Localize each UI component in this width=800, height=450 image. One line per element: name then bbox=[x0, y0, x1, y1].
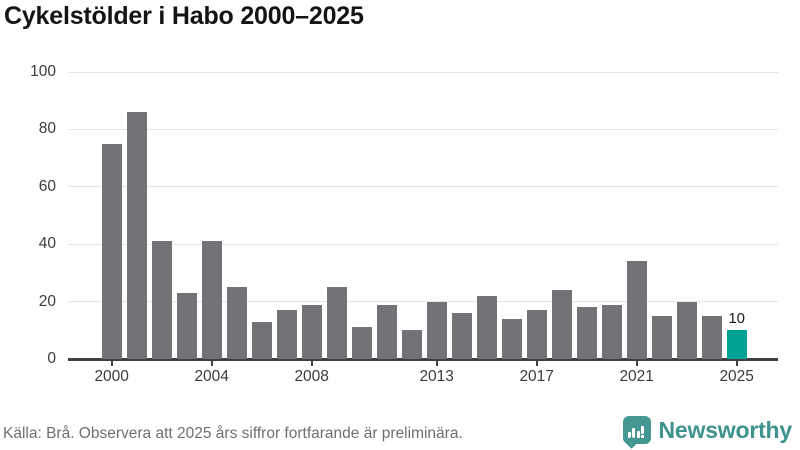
bar-2017 bbox=[526, 310, 547, 359]
x-tick-2008 bbox=[310, 361, 313, 366]
bar-chart-plot-area: 10 2000 2004 2008 2013 2017 2021 2025 bbox=[68, 71, 778, 385]
bar-2002 bbox=[151, 241, 172, 359]
x-tick-label-2008: 2008 bbox=[294, 368, 329, 385]
bar-2001 bbox=[126, 112, 147, 359]
bar-2019 bbox=[576, 307, 597, 359]
gridline-80 bbox=[68, 128, 778, 130]
gridline-100 bbox=[68, 71, 778, 73]
source-note: Källa: Brå. Observera att 2025 års siffr… bbox=[3, 425, 463, 442]
bar-2004 bbox=[201, 241, 222, 359]
bar-2005 bbox=[226, 287, 247, 359]
chart-title: Cykelstölder i Habo 2000–2025 bbox=[4, 2, 364, 30]
newsworthy-chart-bubble-icon bbox=[622, 416, 651, 444]
x-tick-label-2025: 2025 bbox=[719, 368, 754, 385]
x-tick-label-2017: 2017 bbox=[519, 368, 554, 385]
bar-2021 bbox=[626, 261, 647, 359]
bar-2018 bbox=[551, 290, 572, 359]
y-tick-label-100: 100 bbox=[30, 63, 56, 80]
bar-2006 bbox=[251, 321, 272, 359]
y-tick-label-60: 60 bbox=[38, 177, 56, 195]
x-axis-line bbox=[68, 358, 778, 361]
y-tick-label-40: 40 bbox=[38, 235, 56, 253]
highlight-value-label: 10 bbox=[728, 310, 746, 328]
bar-chart-glyph-icon bbox=[627, 425, 645, 438]
bar-2008 bbox=[301, 304, 322, 359]
gridline-60 bbox=[68, 186, 778, 188]
gridline-20 bbox=[68, 301, 778, 303]
bar-2022 bbox=[651, 315, 672, 359]
x-tick-2004 bbox=[210, 361, 213, 366]
bar-2020 bbox=[601, 304, 622, 359]
brand-name: Newsworthy bbox=[658, 416, 793, 443]
y-axis-labels: 0 20 40 60 80 100 bbox=[0, 63, 56, 367]
bar-2007 bbox=[276, 310, 297, 359]
bar-2024 bbox=[701, 315, 722, 359]
gridline-40 bbox=[68, 243, 778, 245]
bar-2023 bbox=[676, 301, 697, 359]
x-tick-label-2021: 2021 bbox=[619, 368, 654, 385]
y-tick-label-20: 20 bbox=[38, 292, 56, 310]
x-tick-label-2000: 2000 bbox=[94, 368, 129, 385]
bar-2012 bbox=[401, 330, 422, 359]
bar-2015 bbox=[476, 295, 497, 359]
x-tick-2017 bbox=[535, 361, 538, 366]
bar-2016 bbox=[501, 318, 522, 359]
newsworthy-logo: Newsworthy bbox=[622, 416, 793, 444]
x-tick-2021 bbox=[635, 361, 638, 366]
bar-2025: 10 bbox=[726, 310, 747, 359]
exclamation-icon bbox=[641, 425, 645, 438]
bar-2014 bbox=[451, 313, 472, 359]
y-tick-label-0: 0 bbox=[47, 350, 56, 367]
x-tick-2013 bbox=[435, 361, 438, 366]
x-tick-2025 bbox=[735, 361, 738, 366]
x-tick-label-2004: 2004 bbox=[194, 368, 229, 385]
bar-2013 bbox=[426, 301, 447, 359]
x-tick-label-2013: 2013 bbox=[419, 368, 454, 385]
bar-2003 bbox=[176, 293, 197, 359]
footer: Källa: Brå. Observera att 2025 års siffr… bbox=[0, 404, 800, 450]
bar-2011 bbox=[376, 304, 397, 359]
bar-2000 bbox=[101, 143, 122, 359]
x-tick-2000 bbox=[110, 361, 113, 366]
bar-2009 bbox=[326, 287, 347, 359]
bar-2010 bbox=[351, 327, 372, 359]
y-tick-label-80: 80 bbox=[38, 120, 56, 138]
